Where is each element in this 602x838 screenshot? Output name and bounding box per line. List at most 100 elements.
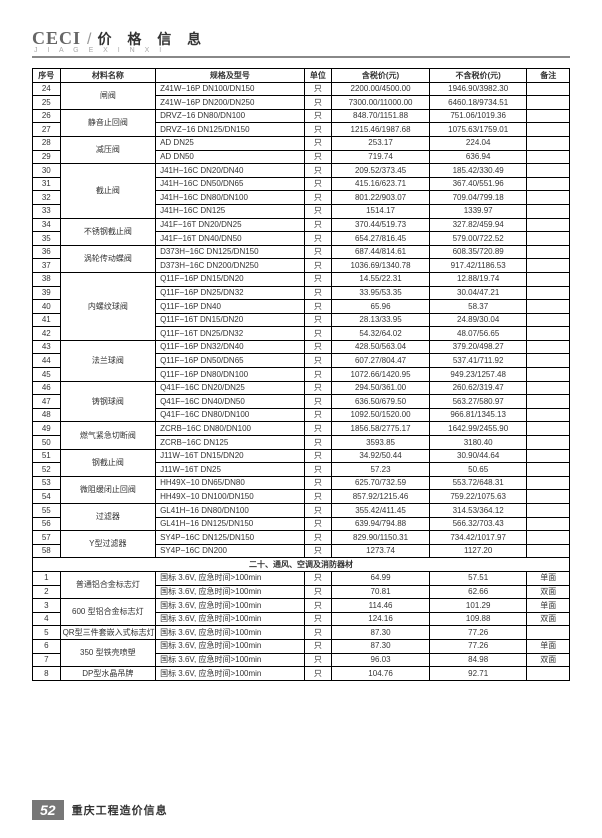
cell-price-notax: 537.41/711.92 [429,354,527,368]
cell-unit: 只 [304,476,332,490]
cell-spec: AD DN50 [156,150,305,164]
cell-no: 38 [33,272,61,286]
cell-name: 600 型铝合金标志灯 [60,599,156,626]
cell-unit: 只 [304,395,332,409]
cell-note [527,136,570,150]
table-row: 46铸钢球阀Q41F−16C DN20/DN25只294.50/361.0026… [33,381,570,395]
cell-price-notax: 709.04/799.18 [429,191,527,205]
cell-name: Y型过滤器 [60,531,156,558]
cell-name: 普通铝合金标志灯 [60,571,156,598]
cell-note [527,286,570,300]
cell-no: 33 [33,204,61,218]
cell-no: 37 [33,259,61,273]
cell-spec: GL41H−16 DN80/DN100 [156,504,305,518]
cell-spec: ZCRB−16C DN125 [156,436,305,450]
cell-spec: J41F−16T DN20/DN25 [156,218,305,232]
cell-no: 53 [33,476,61,490]
cell-note [527,340,570,354]
cell-price-notax: 966.81/1345.13 [429,408,527,422]
cell-note: 双面 [527,653,570,667]
cell-unit: 只 [304,463,332,477]
cell-note [527,177,570,191]
cell-note [527,422,570,436]
cell-unit: 只 [304,544,332,558]
cell-price-notax: 92.71 [429,667,527,681]
cell-price-tax: 1092.50/1520.00 [332,408,430,422]
cell-no: 55 [33,504,61,518]
cell-price-notax: 367.40/551.96 [429,177,527,191]
cell-note: 双面 [527,585,570,599]
cell-price-notax: 1642.99/2455.90 [429,422,527,436]
cell-no: 2 [33,585,61,599]
table-row: 6350 型铁壳喷塑国标 3.6V, 应急时间>100min只87.3077.2… [33,639,570,653]
cell-price-tax: 829.90/1150.31 [332,531,430,545]
cell-price-notax: 77.26 [429,639,527,653]
col-p1: 含税价(元) [332,69,430,83]
cell-no: 6 [33,639,61,653]
cell-spec: HH49X−10 DN65/DN80 [156,476,305,490]
table-row: 30截止阀J41H−16C DN20/DN40只209.52/373.45185… [33,164,570,178]
cell-unit: 只 [304,313,332,327]
cell-spec: Q11F−16P DN50/DN65 [156,354,305,368]
cell-spec: Q11F−16T DN15/DN20 [156,313,305,327]
cell-price-notax: 30.90/44.64 [429,449,527,463]
cell-unit: 只 [304,571,332,585]
cell-price-tax: 209.52/373.45 [332,164,430,178]
cell-spec: Q41F−16C DN80/DN100 [156,408,305,422]
brand: CECI [32,28,81,49]
cell-unit: 只 [304,286,332,300]
cell-price-notax: 50.65 [429,463,527,477]
cell-spec: J41H−16C DN50/DN65 [156,177,305,191]
cell-price-notax: 1339.97 [429,204,527,218]
cell-name: 法兰球阀 [60,340,156,381]
cell-no: 48 [33,408,61,422]
cell-note [527,232,570,246]
cell-no: 46 [33,381,61,395]
cell-note [527,381,570,395]
cell-note: 单面 [527,571,570,585]
cell-note [527,667,570,681]
table-row: 8DP型水晶吊牌国标 3.6V, 应急时间>100min只104.7692.71 [33,667,570,681]
cell-price-notax: 101.29 [429,599,527,613]
cell-unit: 只 [304,368,332,382]
col-name: 材料名称 [60,69,156,83]
cell-note [527,368,570,382]
table-header-row: 序号 材料名称 规格及型号 单位 含税价(元) 不含税价(元) 备注 [33,69,570,83]
cell-price-notax: 636.94 [429,150,527,164]
cell-note [527,504,570,518]
cell-name: QR型三件套嵌入式标志灯 [60,626,156,640]
cell-price-tax: 87.30 [332,639,430,653]
cell-no: 4 [33,612,61,626]
cell-unit: 只 [304,150,332,164]
cell-no: 35 [33,232,61,246]
cell-price-tax: 625.70/732.59 [332,476,430,490]
cell-spec: J11W−16T DN15/DN20 [156,449,305,463]
cell-spec: J41H−16C DN20/DN40 [156,164,305,178]
cell-unit: 只 [304,96,332,110]
cell-price-tax: 848.70/1151.88 [332,109,430,123]
cell-note [527,259,570,273]
cell-no: 32 [33,191,61,205]
section-title: 二十、通风、空调及消防器材 [33,558,570,572]
cell-price-tax: 1215.46/1987.68 [332,123,430,137]
cell-price-tax: 34.92/50.44 [332,449,430,463]
cell-price-notax: 314.53/364.12 [429,504,527,518]
cell-price-tax: 1036.69/1340.78 [332,259,430,273]
cell-name: 涡轮传动蝶阀 [60,245,156,272]
cell-price-tax: 294.50/361.00 [332,381,430,395]
cell-note [527,463,570,477]
cell-note [527,300,570,314]
cell-no: 43 [33,340,61,354]
cell-no: 45 [33,368,61,382]
cell-spec: Q11F−16P DN40 [156,300,305,314]
cell-no: 3 [33,599,61,613]
cell-price-tax: 654.27/816.45 [332,232,430,246]
cell-price-notax: 62.66 [429,585,527,599]
cell-unit: 只 [304,245,332,259]
cell-name: 钢截止阀 [60,449,156,476]
table-row: 43法兰球阀Q11F−16P DN32/DN40只428.50/563.0437… [33,340,570,354]
cell-spec: 国标 3.6V, 应急时间>100min [156,612,305,626]
cell-name: 铸钢球阀 [60,381,156,422]
cell-price-tax: 415.16/623.71 [332,177,430,191]
cell-price-notax: 77.26 [429,626,527,640]
